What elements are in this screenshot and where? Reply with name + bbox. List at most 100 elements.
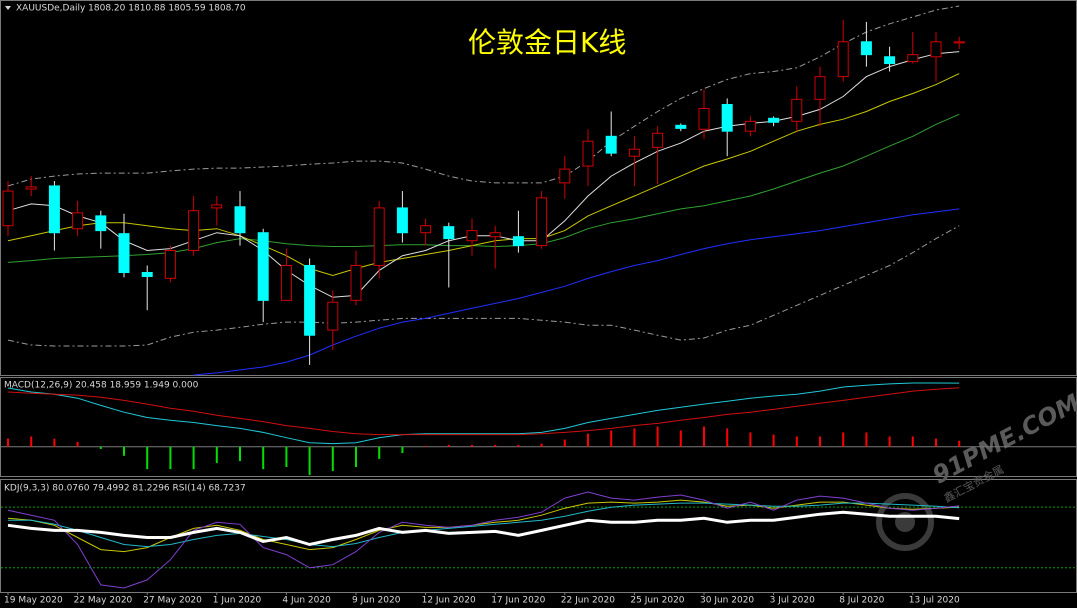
- candle-body: [257, 232, 269, 301]
- histogram-bar: [215, 446, 218, 463]
- candle-body: [744, 120, 756, 132]
- histogram-bar: [331, 446, 334, 472]
- kdj-label: KDJ(9,3,3) 80.0760 79.4992 81.2296 RSI(1…: [4, 484, 246, 494]
- histogram-bar: [656, 426, 659, 447]
- candle-body: [396, 207, 408, 234]
- candle-body: [2, 190, 14, 227]
- x-tick-label: 22 May 2020: [74, 596, 133, 606]
- candle-body: [72, 212, 84, 230]
- x-tick-label: 4 Jun 2020: [282, 596, 331, 606]
- histogram-bar: [239, 446, 241, 462]
- candle-body: [907, 54, 919, 63]
- candle-body: [188, 210, 200, 252]
- histogram-bar: [401, 446, 404, 453]
- candle-body: [466, 230, 478, 242]
- histogram-bar: [703, 426, 705, 447]
- indicator-line: [7, 510, 960, 547]
- histogram-bar: [123, 446, 125, 456]
- macd-label: MACD(12,26,9) 20.458 18.959 1.949 0.000: [4, 381, 199, 391]
- histogram-bar: [540, 443, 543, 447]
- histogram-bar: [262, 446, 265, 470]
- candle-body: [536, 197, 548, 247]
- header: XAUUSDe,Daily 1808.20 1810.88 1805.59 18…: [16, 4, 246, 14]
- histogram-bar: [471, 444, 473, 447]
- candle-body: [48, 185, 60, 234]
- candle-body: [675, 124, 687, 129]
- indicator-line: [7, 499, 960, 553]
- candle-body: [280, 264, 292, 301]
- histogram-bar: [610, 430, 613, 447]
- x-tick-label: 19 May 2020: [4, 596, 63, 606]
- candle-body: [884, 56, 896, 65]
- histogram-bar: [842, 432, 845, 447]
- histogram-bar: [99, 446, 102, 449]
- candle-body: [559, 168, 571, 184]
- histogram-bar: [888, 436, 891, 447]
- x-tick-label: 30 Jun 2020: [700, 596, 754, 606]
- histogram-bar: [911, 436, 914, 447]
- histogram-bar: [355, 446, 357, 467]
- histogram-bar: [494, 444, 497, 447]
- histogram-bar: [76, 441, 79, 447]
- histogram-bar: [935, 438, 937, 447]
- x-tick-label: 22 Jun 2020: [561, 596, 615, 606]
- candle-body: [327, 301, 339, 331]
- x-tick-label: 9 Jun 2020: [352, 596, 401, 606]
- histogram-bar: [865, 432, 868, 447]
- histogram-bar: [30, 436, 33, 447]
- histogram-bar: [53, 438, 56, 447]
- candle-body: [164, 250, 176, 279]
- candle-body: [489, 232, 501, 238]
- x-tick-label: 12 Jun 2020: [422, 596, 476, 606]
- histogram-bar: [424, 445, 427, 447]
- histogram-bar: [587, 433, 589, 447]
- candle-body: [698, 107, 710, 130]
- histogram-bar: [958, 440, 961, 447]
- histogram-bar: [146, 446, 149, 470]
- candle-body: [721, 103, 733, 132]
- candle-body: [605, 135, 617, 154]
- histogram-bar: [192, 446, 195, 470]
- histogram-bar: [7, 438, 9, 447]
- histogram-bar: [447, 444, 450, 447]
- x-tick-label: 8 Jul 2020: [839, 596, 884, 606]
- candle-body: [768, 117, 780, 123]
- histogram-bar: [819, 436, 821, 447]
- histogram-bar: [517, 444, 520, 447]
- candle-body: [582, 140, 594, 167]
- candle-body: [953, 41, 965, 44]
- candle-body: [350, 264, 362, 301]
- candle-body: [211, 204, 223, 209]
- candle-body: [512, 236, 524, 247]
- histogram-bar: [772, 434, 775, 447]
- x-tick-label: 13 Jul 2020: [909, 596, 960, 606]
- header-icon: [5, 6, 11, 10]
- x-tick-label: 1 Jun 2020: [213, 596, 262, 606]
- candle-body: [860, 41, 872, 56]
- histogram-bar: [749, 432, 752, 447]
- histogram-bar: [169, 446, 172, 470]
- indicator-line: [7, 387, 960, 436]
- indicator-line: [8, 502, 960, 548]
- candle-body: [837, 41, 849, 78]
- histogram-bar: [285, 446, 288, 467]
- chart-title: 伦敦金日K线: [468, 26, 626, 59]
- histogram-bar: [378, 446, 381, 459]
- candle-body: [95, 215, 107, 232]
- indicator-line: [7, 382, 960, 445]
- candle-body: [814, 76, 826, 100]
- candle-body: [373, 207, 385, 266]
- histogram-bar: [308, 446, 311, 476]
- x-tick-label: 17 Jun 2020: [491, 596, 545, 606]
- x-tick-label: 27 May 2020: [143, 596, 202, 606]
- histogram-bar: [795, 436, 798, 447]
- histogram-bar: [633, 428, 636, 447]
- candle-body: [652, 132, 664, 148]
- histogram-bar: [726, 428, 729, 447]
- candle-body: [304, 264, 316, 336]
- candle-body: [234, 206, 246, 234]
- x-tick-label: 25 Jun 2020: [630, 596, 684, 606]
- histogram-bar: [563, 439, 566, 447]
- indicator-line: [7, 225, 960, 347]
